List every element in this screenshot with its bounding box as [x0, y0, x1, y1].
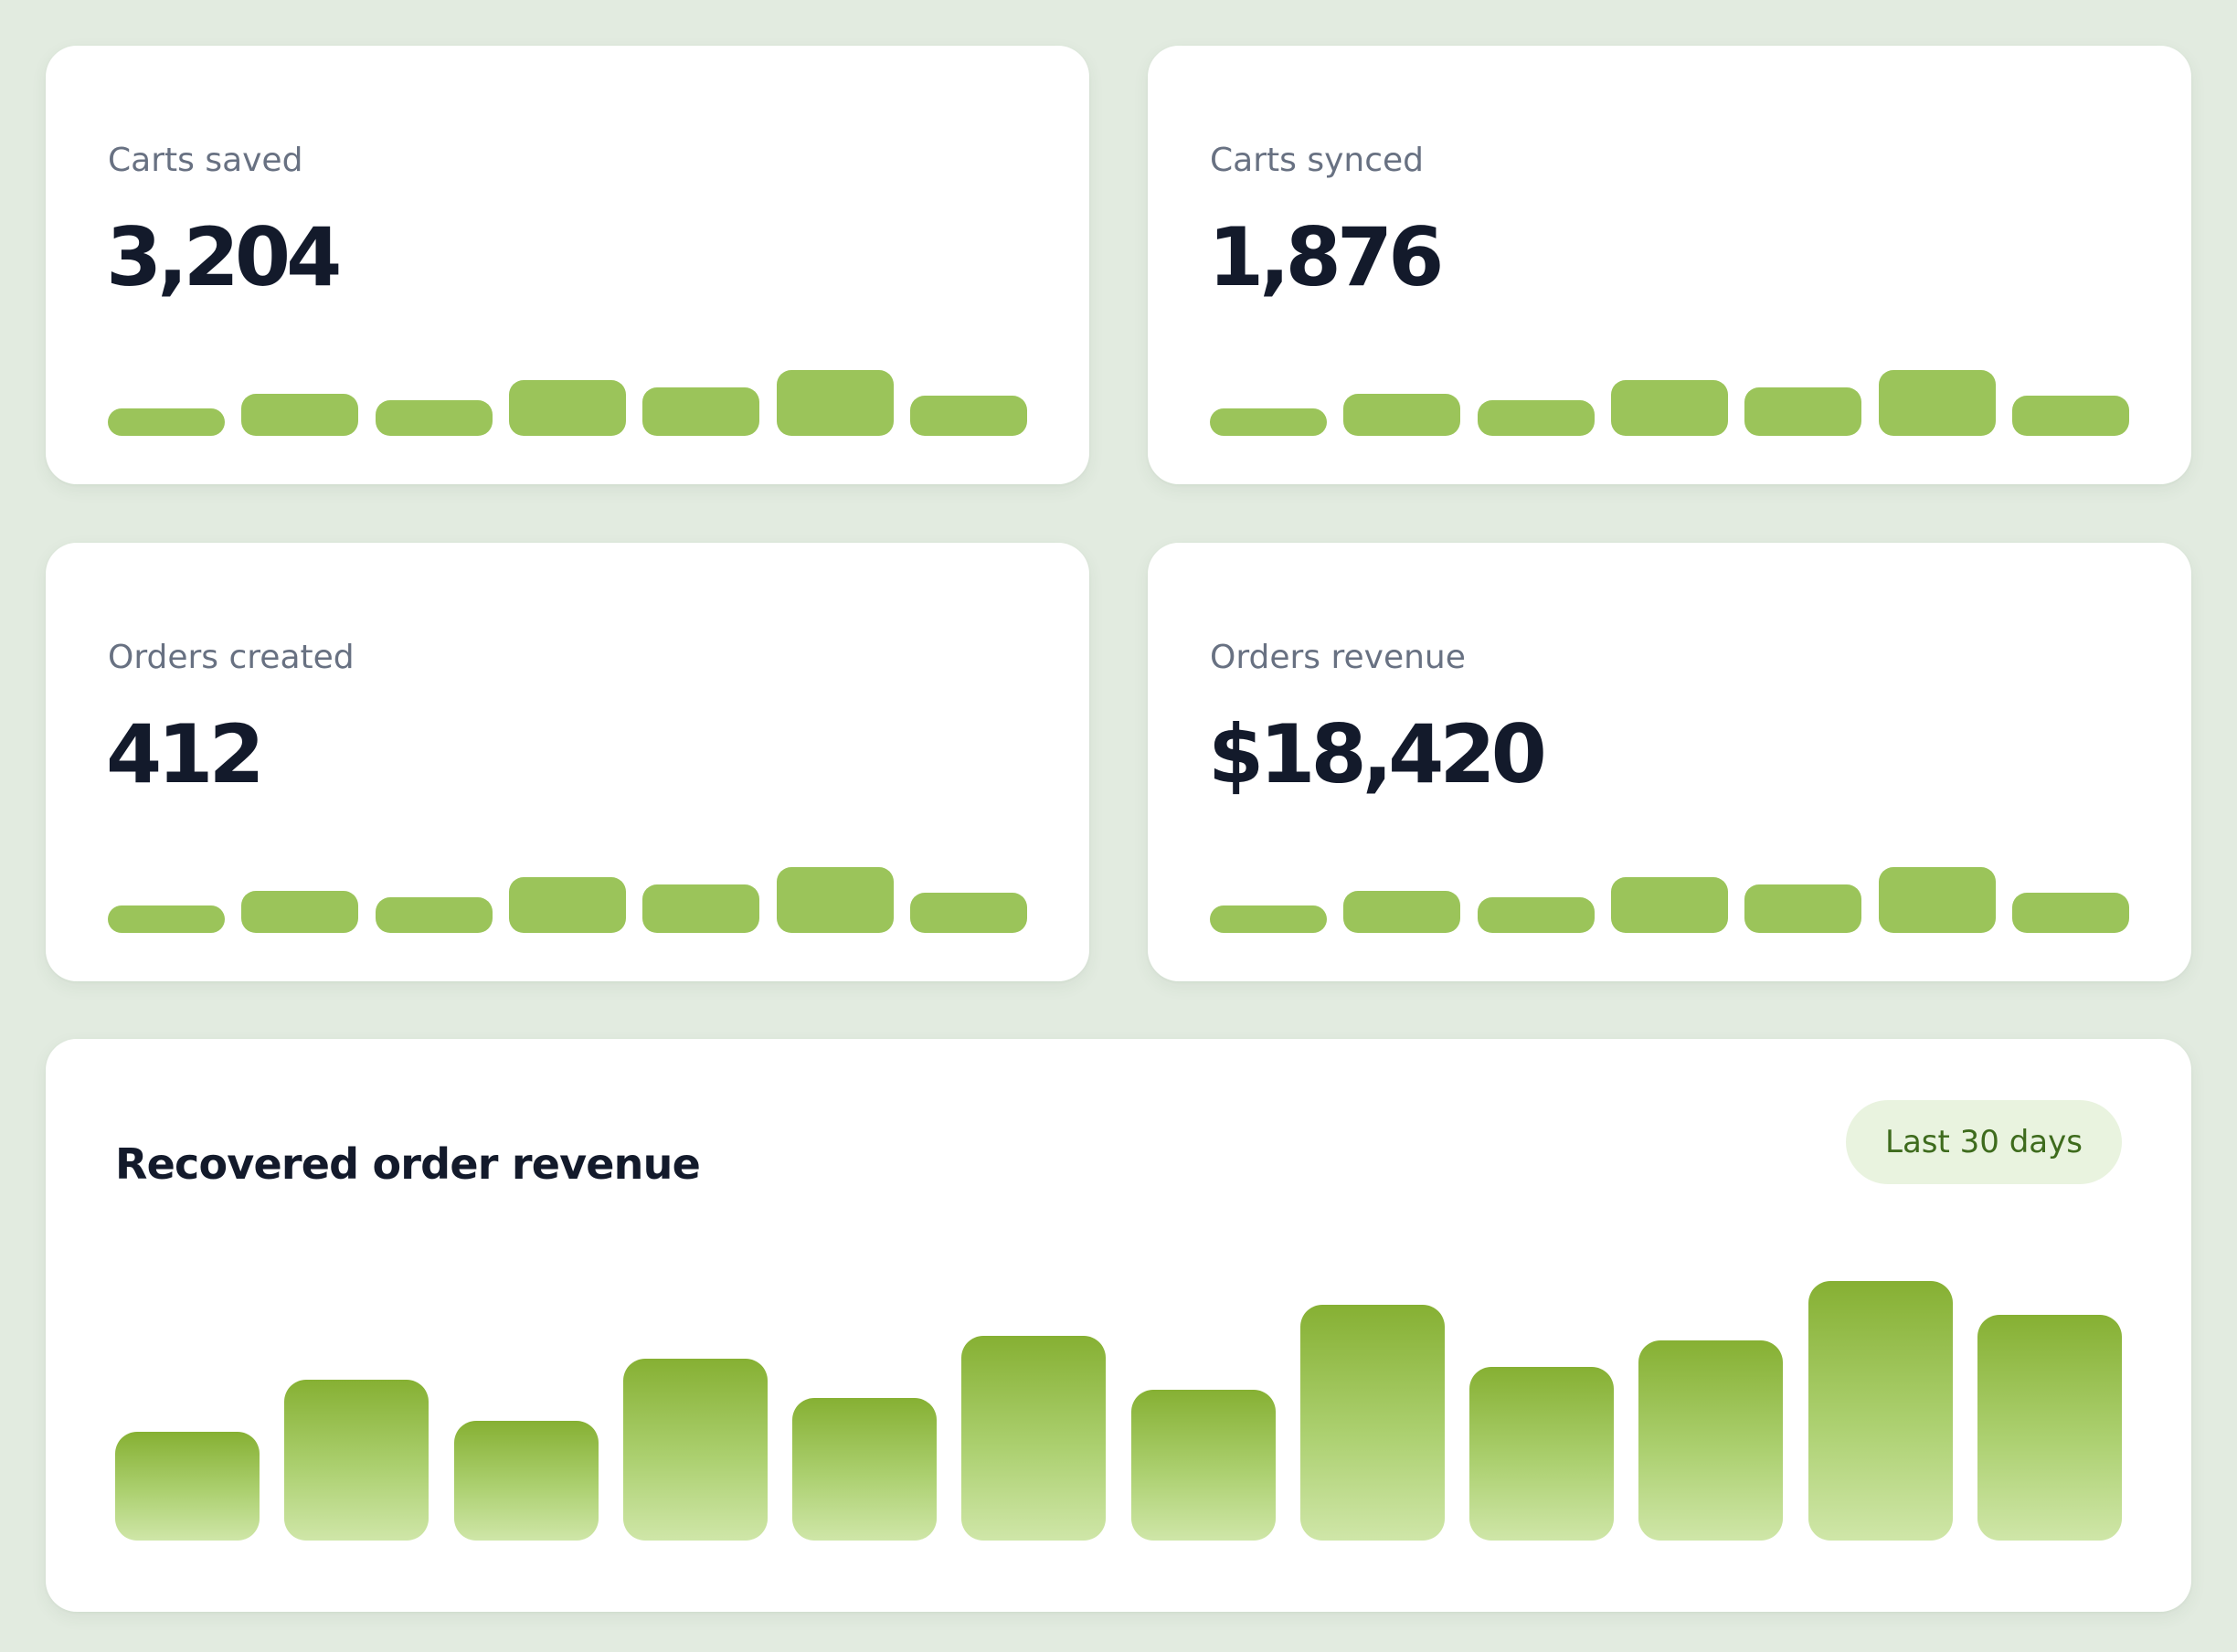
sparkline-bar — [1878, 867, 1996, 933]
revenue-bar[interactable] — [453, 1421, 599, 1541]
sparkline-bar — [2012, 893, 2129, 933]
sparkline-bar — [910, 396, 1027, 436]
kpi-card-carts-saved: Carts saved 3,204 — [46, 46, 1089, 484]
revenue-bar[interactable] — [1977, 1315, 2122, 1541]
kpi-value: 1,876 — [1208, 210, 1444, 304]
revenue-bar[interactable] — [792, 1398, 938, 1541]
revenue-bar[interactable] — [1808, 1281, 1953, 1541]
revenue-bar-chart — [115, 1252, 2122, 1541]
sparkline-bar — [1611, 380, 1728, 436]
revenue-bar[interactable] — [961, 1336, 1107, 1541]
date-range-selector[interactable]: Last 30 days — [1846, 1100, 2122, 1184]
revenue-bar[interactable] — [1638, 1340, 1784, 1541]
sparkline-bar — [910, 893, 1027, 933]
revenue-bar[interactable] — [622, 1359, 768, 1541]
sparkline-bar — [509, 877, 626, 933]
sparkline-bar — [1611, 877, 1728, 933]
sparkline — [108, 832, 1027, 933]
sparkline — [1210, 832, 2129, 933]
kpi-value: 412 — [106, 707, 265, 801]
sparkline-bar — [2012, 396, 2129, 436]
sparkline-bar — [1343, 394, 1461, 436]
kpi-label: Carts saved — [108, 142, 303, 179]
revenue-bar[interactable] — [284, 1380, 429, 1541]
sparkline-bar — [642, 387, 760, 436]
kpi-label: Orders created — [108, 639, 355, 676]
sparkline-bar — [1744, 884, 1862, 933]
revenue-bar[interactable] — [1130, 1390, 1276, 1541]
sparkline-bar — [1210, 408, 1327, 436]
kpi-card-carts-synced: Carts synced 1,876 — [1148, 46, 2191, 484]
sparkline-bar — [1210, 905, 1327, 933]
kpi-card-orders-revenue: Orders revenue $18,420 — [1148, 543, 2191, 981]
sparkline-bar — [1878, 370, 1996, 436]
sparkline-bar — [375, 400, 493, 436]
revenue-bar[interactable] — [1469, 1367, 1615, 1541]
kpi-card-orders-created: Orders created 412 — [46, 543, 1089, 981]
sparkline-bar — [241, 394, 359, 436]
sparkline-bar — [241, 891, 359, 933]
chart-title: Recovered order revenue — [115, 1139, 701, 1189]
sparkline — [108, 335, 1027, 436]
sparkline — [1210, 335, 2129, 436]
sparkline-bar — [108, 905, 225, 933]
sparkline-bar — [1343, 891, 1461, 933]
sparkline-bar — [1477, 897, 1595, 933]
revenue-bar[interactable] — [115, 1432, 260, 1541]
revenue-bar[interactable] — [1299, 1305, 1445, 1541]
sparkline-bar — [375, 897, 493, 933]
sparkline-bar — [108, 408, 225, 436]
kpi-label: Carts synced — [1210, 142, 1424, 179]
recovered-revenue-card: Recovered order revenue Last 30 days — [46, 1039, 2191, 1612]
kpi-value: 3,204 — [106, 210, 342, 304]
sparkline-bar — [776, 867, 894, 933]
sparkline-bar — [1477, 400, 1595, 436]
kpi-value: $18,420 — [1208, 707, 1547, 801]
sparkline-bar — [776, 370, 894, 436]
kpi-label: Orders revenue — [1210, 639, 1466, 676]
sparkline-bar — [642, 884, 760, 933]
sparkline-bar — [509, 380, 626, 436]
sparkline-bar — [1744, 387, 1862, 436]
